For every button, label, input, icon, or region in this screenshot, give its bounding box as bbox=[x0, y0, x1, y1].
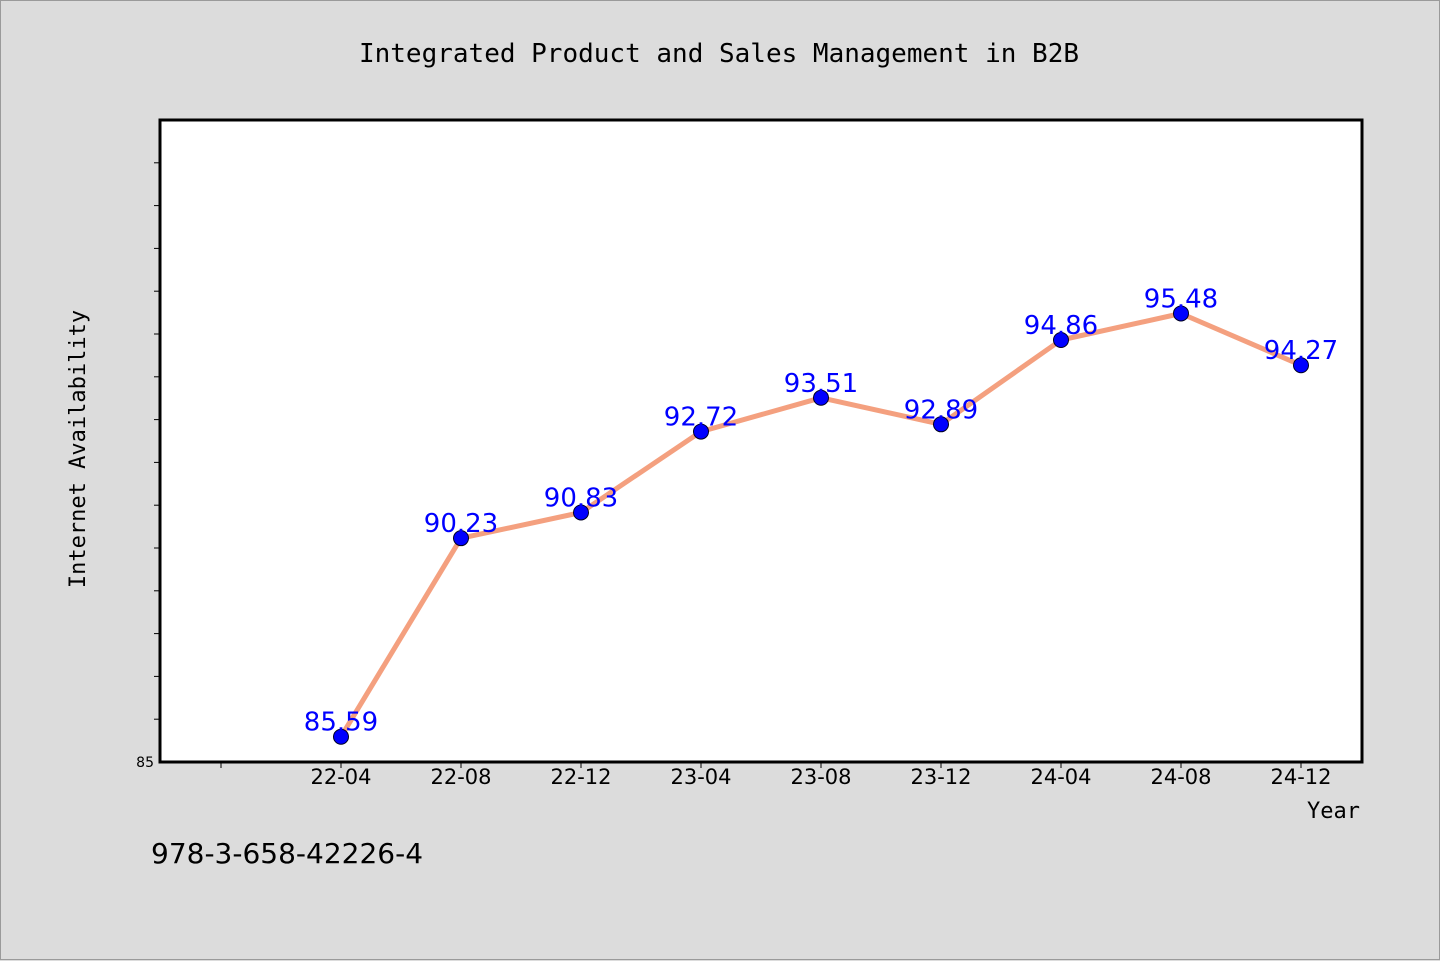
x-tick-label: 23-04 bbox=[670, 765, 731, 789]
x-tick-label: 22-08 bbox=[430, 765, 491, 789]
data-label: 95.48 bbox=[1144, 284, 1218, 314]
data-label: 92.72 bbox=[664, 403, 738, 433]
data-label: 92.89 bbox=[904, 395, 978, 425]
data-point bbox=[573, 504, 589, 521]
data-point bbox=[1053, 331, 1069, 348]
data-point bbox=[933, 416, 949, 433]
data-label: 93.51 bbox=[784, 369, 858, 399]
x-tick-label: 24-12 bbox=[1270, 765, 1331, 789]
data-point bbox=[1293, 357, 1309, 374]
data-label: 90.23 bbox=[424, 509, 498, 539]
data-point bbox=[813, 389, 829, 406]
x-tick-label: 22-12 bbox=[550, 765, 611, 789]
y-axis-label: Internet Availability bbox=[66, 310, 91, 588]
y-axis-ticks bbox=[154, 162, 160, 720]
data-label: 94.86 bbox=[1024, 311, 1098, 341]
data-point bbox=[693, 423, 709, 440]
data-label: 90.83 bbox=[544, 483, 618, 513]
x-tick-label: 22-04 bbox=[310, 765, 371, 789]
data-point bbox=[1173, 305, 1189, 322]
plot-area bbox=[158, 118, 1364, 764]
x-axis-ticks: 22-04 22-08 22-12 23-04 23-08 23-12 24-04 24-08… bbox=[220, 762, 1332, 789]
data-label: 85.59 bbox=[304, 708, 378, 738]
x-tick-label: 24-08 bbox=[1150, 765, 1211, 789]
x-tick-label: 23-08 bbox=[790, 765, 851, 789]
data-point bbox=[333, 728, 349, 745]
data-labels: 85.59 90.23 90.83 92.72 93.51 92.89 94.86 95.48… bbox=[304, 284, 1338, 737]
data-point bbox=[453, 530, 469, 547]
x-tick-label: 23-12 bbox=[910, 765, 971, 789]
chart-title: Integrated Product and Sales Management … bbox=[359, 39, 1079, 69]
y-tick-label-min: 85 bbox=[136, 755, 154, 771]
isbn-footer: 978-3-658-42226-4 bbox=[151, 837, 424, 870]
data-markers bbox=[333, 305, 1309, 745]
data-label: 94.27 bbox=[1264, 336, 1338, 366]
x-tick-label: 24-04 bbox=[1030, 765, 1091, 789]
x-axis-label: Year bbox=[1307, 799, 1360, 824]
